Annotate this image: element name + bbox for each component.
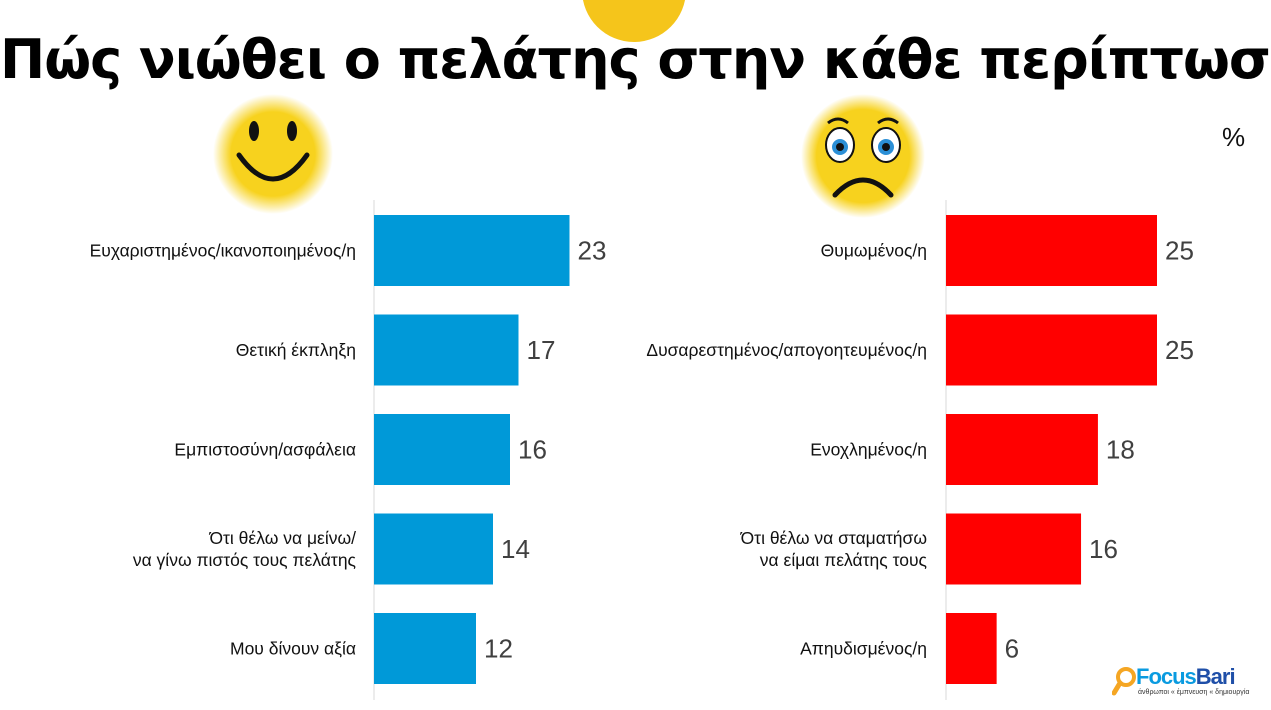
positive-bar xyxy=(374,215,570,286)
negative-category-label: Θυμωμένος/η xyxy=(821,241,927,261)
negative-data-label: 18 xyxy=(1106,435,1135,465)
negative-bar xyxy=(946,314,1157,386)
positive-data-label: 14 xyxy=(501,534,530,564)
negative-bar xyxy=(946,613,997,684)
logo-tagline: άνθρωποι « έμπνευση « δημιουργία xyxy=(1138,689,1250,696)
negative-category-label: Απηυδισμένος/η xyxy=(800,639,927,659)
positive-bar xyxy=(374,414,510,485)
positive-bar xyxy=(374,513,493,585)
negative-category-label: Ενοχλημένος/η xyxy=(810,440,927,460)
logo-name-b: Bari xyxy=(1195,664,1236,689)
sad-face-icon xyxy=(801,94,925,218)
focusbari-logo: FocusBari άνθρωποι « έμπνευση « δημιουργ… xyxy=(1112,662,1262,702)
positive-bar xyxy=(374,613,476,684)
unit-label: % xyxy=(1222,122,1246,152)
positive-data-label: 17 xyxy=(527,335,556,365)
page-title: Πώς νιώθει ο πελάτης στην κάθε περίπτωση… xyxy=(0,28,1271,91)
positive-category-label: Ευχαριστημένος/ικανοποιημένος/η xyxy=(90,241,356,261)
positive-category-label: Εμπιστοσύνη/ασφάλεια xyxy=(174,440,356,460)
positive-data-label: 16 xyxy=(518,435,547,465)
negative-category-label: Ότι θέλω να σταματήσω xyxy=(740,528,927,548)
negative-data-label: 25 xyxy=(1165,335,1194,365)
negative-bar-chart: 25 Θυμωμένος/η 25 Δυσαρεστημένος/απογοητευμ… xyxy=(646,200,1194,700)
positive-category-label: να γίνω πιστός τους πελάτης xyxy=(133,550,356,570)
positive-bar-chart: 23 Ευχαριστημένος/ικανοποιημένος/η 17 Θετικ… xyxy=(90,200,607,700)
negative-data-label: 6 xyxy=(1005,634,1019,664)
negative-category-label: Δυσαρεστημένος/απογοητευμένος/η xyxy=(646,340,927,360)
happy-face-icon xyxy=(213,94,333,214)
positive-data-label: 23 xyxy=(578,236,607,266)
positive-bar xyxy=(374,314,519,386)
negative-data-label: 16 xyxy=(1089,534,1118,564)
negative-bar xyxy=(946,513,1082,585)
negative-data-label: 25 xyxy=(1165,236,1194,266)
positive-data-label: 12 xyxy=(484,634,513,664)
negative-bar xyxy=(946,215,1157,286)
logo-name-a: Focus xyxy=(1136,664,1197,689)
positive-category-label: Ότι θέλω να μείνω/ xyxy=(208,528,356,548)
positive-category-label: Μου δίνουν αξία xyxy=(230,639,356,659)
negative-category-label: να είμαι πελάτης τους xyxy=(760,550,927,570)
positive-category-label: Θετική έκπληξη xyxy=(236,340,356,360)
logo-text: FocusBari xyxy=(1136,664,1236,690)
magnifier-icon xyxy=(1112,667,1136,696)
negative-bar xyxy=(946,414,1098,485)
